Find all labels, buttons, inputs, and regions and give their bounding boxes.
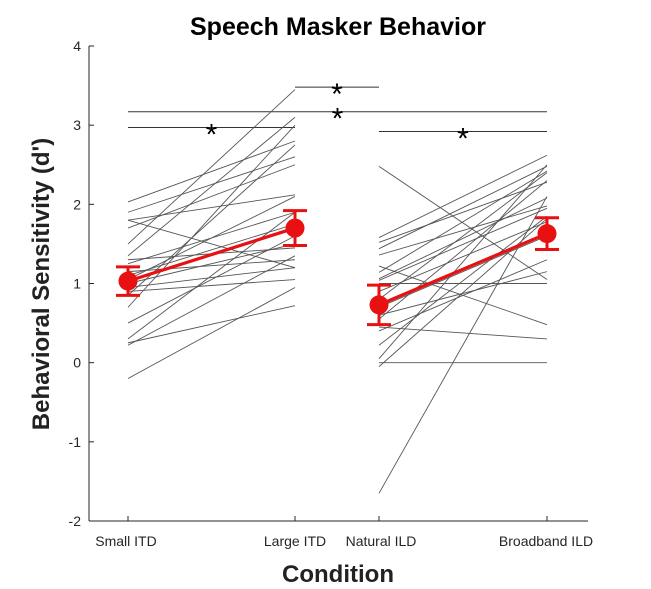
y-tick-label: 1 [73, 276, 81, 292]
mean-point-ild-to [537, 224, 557, 244]
significance-star-0: * [331, 78, 343, 111]
subject-line-itd-5 [127, 116, 296, 257]
subject-line-ild-12 [378, 235, 548, 308]
subject-line-itd-18 [127, 305, 296, 344]
subject-line-itd-19 [127, 255, 296, 346]
subject-line-itd-4 [127, 89, 296, 245]
y-axis-title: Behavioral Sensitivity (d') [28, 138, 55, 430]
subject-line-ild-6 [378, 170, 548, 273]
individual-subject-lines [127, 89, 548, 494]
axes: -2 -1 0 1 2 3 4 Small ITD Large ITD Natural ILD Br… [69, 38, 594, 549]
subject-line-itd-17 [127, 211, 296, 340]
subject-line-itd-20 [127, 287, 296, 379]
subject-line-ild-13 [378, 180, 548, 320]
significance-star-3: * [457, 123, 469, 156]
subject-line-ild-17 [378, 164, 548, 360]
y-tick-label: 0 [73, 355, 81, 371]
subject-line-itd-9 [127, 223, 296, 277]
subject-line-ild-15 [378, 259, 548, 332]
subject-line-itd-10 [127, 196, 296, 280]
subject-line-itd-21 [127, 156, 296, 213]
subject-line-ild-7 [378, 197, 548, 280]
x-tick-label: Small ITD [95, 533, 156, 549]
mean-line-ild [378, 232, 548, 307]
mean-markers [116, 209, 559, 327]
mean-point-itd-from [118, 271, 138, 291]
y-tick-label: -2 [69, 513, 82, 529]
y-tick-label: 3 [73, 117, 81, 133]
subject-line-itd-8 [127, 259, 296, 273]
significance-brackets: *** * [128, 78, 547, 156]
x-tick-label: Broadband ILD [499, 533, 593, 549]
subject-line-ild-11 [378, 172, 548, 300]
subject-line-ild-4 [378, 205, 548, 256]
x-tick-label: Large ITD [264, 533, 326, 549]
subject-line-ild-21 [378, 271, 548, 316]
mean-line-itd [127, 226, 296, 283]
y-tick-label: 4 [73, 38, 81, 54]
chart-title: Speech Masker Behavior [190, 13, 486, 41]
subject-line-ild-16 [378, 215, 548, 346]
significance-star-1: * [332, 103, 344, 136]
subject-line-itd-15 [127, 124, 296, 308]
y-tick-label: 2 [73, 196, 81, 212]
subject-line-ild-0 [378, 165, 548, 280]
x-tick-label: Natural ILD [346, 533, 417, 549]
subject-line-itd-16 [127, 235, 296, 324]
subject-line-ild-1 [378, 154, 548, 238]
subject-line-ild-19 [378, 218, 548, 367]
mean-point-ild-from [369, 295, 389, 315]
subject-line-ild-14 [378, 326, 548, 340]
significance-star-2: * [206, 119, 218, 152]
subject-line-ild-8 [378, 207, 548, 281]
subject-line-ild-10 [378, 221, 548, 292]
mean-point-itd-to [285, 218, 305, 238]
subject-line-itd-2 [127, 219, 296, 269]
subject-line-itd-14 [127, 144, 296, 296]
subject-line-itd-3 [127, 164, 296, 229]
subject-line-itd-0 [127, 140, 296, 203]
subject-line-ild-3 [378, 165, 548, 250]
subject-line-itd-1 [127, 194, 296, 221]
subject-line-itd-13 [127, 279, 296, 292]
subject-line-ild-2 [378, 181, 548, 243]
y-tick-label: -1 [69, 434, 82, 450]
x-axis-title: Condition [282, 561, 394, 588]
